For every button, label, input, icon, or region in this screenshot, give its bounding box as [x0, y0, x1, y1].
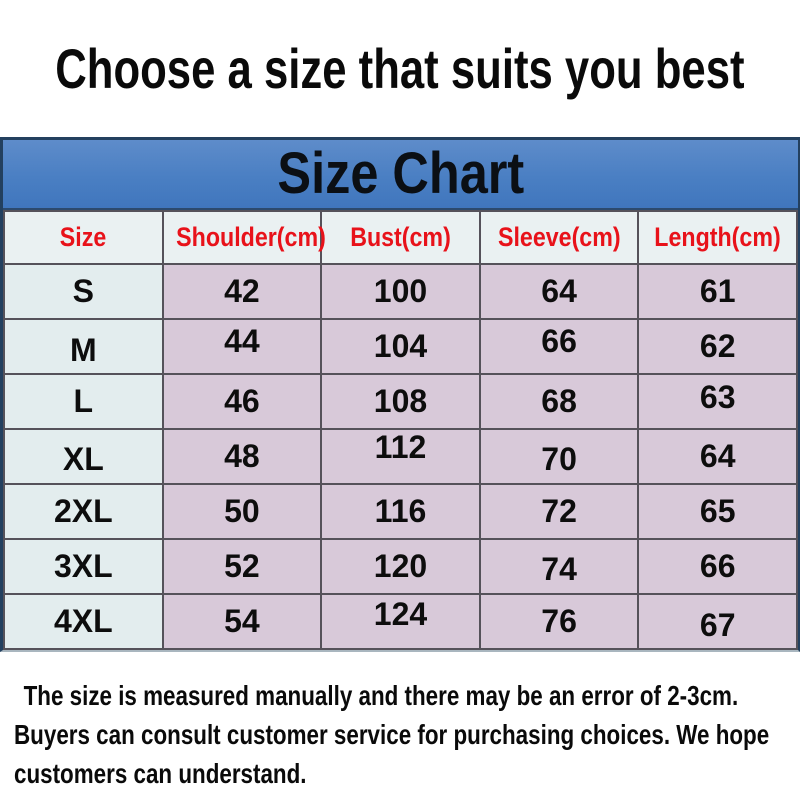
- value-cell: 48: [161, 428, 323, 485]
- value-cell: 66: [637, 538, 798, 595]
- column-header-sleeve: Sleeve(cm): [478, 210, 640, 265]
- size-chart-header-band: Size Chart: [3, 140, 798, 210]
- table-row: S 42 100 64 61: [3, 263, 798, 320]
- table-row: 3XL 52 120 74 66: [3, 538, 798, 595]
- value-cell: 104: [320, 318, 481, 375]
- column-header-length: Length(cm): [637, 210, 798, 265]
- value-cell: 42: [161, 263, 323, 320]
- size-chart: Size Chart Size Shoulder(cm) Bust(cm) Sl…: [0, 137, 800, 652]
- page-title: Choose a size that suits you best: [55, 36, 745, 100]
- size-cell: 4XL: [3, 593, 164, 650]
- size-cell: 3XL: [3, 538, 164, 595]
- table-row: XL 48 112 70 64: [3, 428, 798, 485]
- value-cell: 64: [478, 263, 640, 320]
- size-table-body: S 42 100 64 61 M 44 104 66 62 L 46 108: [3, 263, 798, 650]
- value-cell: 70: [478, 428, 640, 485]
- value-cell: 66: [478, 318, 640, 375]
- value-cell: 50: [161, 483, 323, 540]
- value-cell: 52: [161, 538, 323, 595]
- value-cell: 116: [320, 483, 481, 540]
- value-cell: 72: [478, 483, 640, 540]
- size-cell: XL: [3, 428, 164, 485]
- page-title-area: Choose a size that suits you best: [0, 0, 800, 137]
- value-cell: 54: [161, 593, 323, 650]
- value-cell: 65: [637, 483, 798, 540]
- note-text: The size is measured manually and there …: [0, 652, 800, 794]
- column-header-bust: Bust(cm): [320, 210, 481, 265]
- value-cell: 44: [161, 318, 323, 375]
- table-row: 2XL 50 116 72 65: [3, 483, 798, 540]
- note-line: Buyers can consult customer service for …: [14, 719, 770, 751]
- value-cell: 63: [637, 373, 798, 430]
- value-cell: 67: [637, 593, 798, 650]
- note-line: customers can understand.: [14, 758, 307, 790]
- size-table: Size Shoulder(cm) Bust(cm) Sleeve(cm) Le…: [3, 210, 798, 650]
- value-cell: 74: [478, 538, 640, 595]
- value-cell: 100: [320, 263, 481, 320]
- note-line: The size is measured manually and there …: [23, 680, 739, 711]
- value-cell: 112: [320, 428, 481, 485]
- column-header-shoulder: Shoulder(cm): [161, 210, 325, 265]
- size-cell: S: [3, 263, 164, 320]
- value-cell: 61: [637, 263, 798, 320]
- column-header-label: Size: [60, 222, 107, 252]
- size-chart-heading: Size Chart: [277, 141, 524, 206]
- table-row: L 46 108 68 63: [3, 373, 798, 430]
- value-cell: 68: [478, 373, 640, 430]
- table-row: 4XL 54 124 76 67: [3, 593, 798, 650]
- column-header-size: Size: [3, 210, 164, 265]
- header-row: Size Shoulder(cm) Bust(cm) Sleeve(cm) Le…: [3, 210, 798, 265]
- column-header-label: Shoulder(cm): [175, 222, 326, 252]
- size-table-head: Size Shoulder(cm) Bust(cm) Sleeve(cm) Le…: [3, 210, 798, 265]
- value-cell: 46: [161, 373, 323, 430]
- value-cell: 62: [637, 318, 798, 375]
- column-header-label: Bust(cm): [350, 222, 451, 252]
- value-cell: 124: [320, 593, 481, 650]
- value-cell: 76: [478, 593, 640, 650]
- size-cell: 2XL: [3, 483, 164, 540]
- size-cell: M: [3, 318, 164, 375]
- column-header-label: Length(cm): [654, 222, 781, 252]
- size-cell: L: [3, 373, 164, 430]
- value-cell: 64: [637, 428, 798, 485]
- value-cell: 120: [320, 538, 481, 595]
- table-row: M 44 104 66 62: [3, 318, 798, 375]
- column-header-label: Sleeve(cm): [497, 222, 621, 252]
- value-cell: 108: [320, 373, 481, 430]
